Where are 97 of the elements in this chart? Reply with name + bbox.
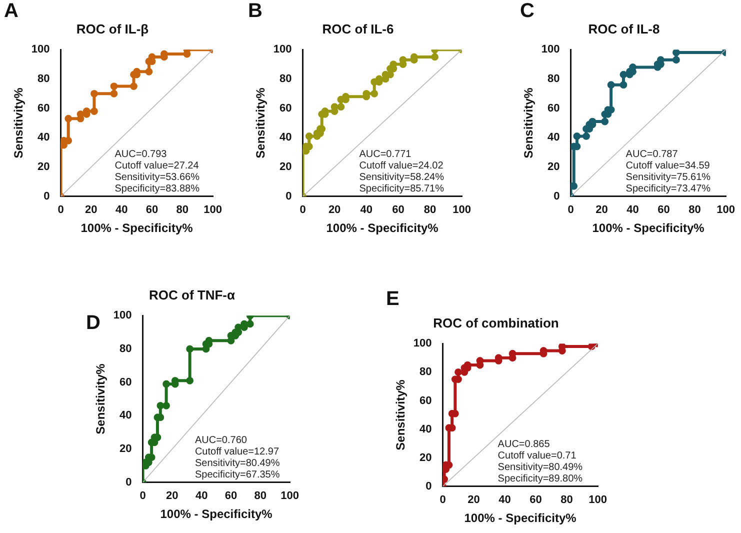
annotation: Specificity=89.80%: [498, 473, 583, 484]
chart-title: ROC of TNF-α: [149, 287, 235, 302]
x-tick-label: 60: [146, 204, 158, 216]
y-tick-label: 20: [548, 161, 560, 174]
y-tick-label: 40: [548, 132, 560, 144]
x-tick-label: 100: [204, 204, 222, 216]
x-tick-label: 40: [626, 204, 639, 216]
x-tick-label: 40: [498, 494, 511, 506]
annotation: Specificity=73.47%: [626, 183, 711, 194]
y-tick-label: 0: [286, 190, 292, 202]
x-tick-label: 20: [596, 204, 608, 216]
chart-title: ROC of IL-β: [76, 21, 149, 36]
y-tick-label: 60: [280, 102, 292, 114]
annotation: AUC=0.865: [498, 438, 550, 450]
annotation: Cutoff value=27.24: [114, 160, 200, 172]
text: A: [4, 0, 18, 23]
x-tick-label: 80: [560, 494, 573, 506]
y-axis-title: Sensitivity%: [522, 87, 536, 158]
x-tick-label: 60: [224, 490, 238, 502]
y-tick-label: 20: [420, 452, 432, 464]
y-tick-label: 80: [38, 72, 50, 85]
x-tick-label: 0: [568, 204, 574, 216]
annotation: Sensitivity=58.24%: [359, 172, 444, 183]
annotation: Cutoff value=12.97: [194, 446, 280, 458]
y-tick-label: 100: [273, 44, 292, 56]
x-tick-label: 60: [658, 204, 670, 216]
x-tick-label: 20: [85, 204, 98, 216]
annotation: Cutoff value=34.59: [626, 160, 710, 172]
y-tick-label: 20: [120, 443, 132, 456]
y-tick-label: 80: [280, 72, 292, 85]
annotation: Cutoff value=24.02: [359, 160, 444, 172]
annotation: Sensitivity=53.66%: [114, 172, 200, 183]
annotation: Specificity=83.88%: [114, 183, 200, 194]
annotation: Sensitivity=80.49%: [498, 462, 583, 473]
y-axis-title: Sensitivity%: [12, 87, 26, 158]
chart-title: ROC of IL-6: [322, 21, 394, 36]
annotation: AUC=0.793: [114, 148, 168, 160]
x-tick-label: 100: [452, 204, 472, 216]
x-tick-label: 100: [588, 494, 608, 506]
y-tick-label: 20: [38, 161, 50, 174]
y-tick-label: 60: [420, 394, 432, 407]
y-tick-label: 100: [113, 310, 132, 322]
x-tick-label: 20: [328, 204, 341, 216]
y-tick-label: 60: [38, 102, 50, 114]
x-axis-title: 100% - Specificity%: [592, 221, 705, 236]
x-tick-label: 0: [140, 490, 146, 502]
text: B: [248, 0, 262, 23]
annotation: Sensitivity=75.61%: [626, 172, 711, 183]
x-axis-title: 100% - Specificity%: [80, 221, 194, 236]
chart-title: ROC of IL-8: [588, 21, 660, 36]
y-tick-label: 60: [548, 102, 560, 114]
annotation: AUC=0.760: [194, 434, 248, 446]
annotation: Specificity=85.71%: [359, 183, 444, 194]
x-tick-label: 80: [688, 204, 701, 216]
annotation: AUC=0.787: [626, 148, 678, 160]
y-axis-title: Sensitivity%: [94, 363, 108, 434]
x-tick-label: 80: [254, 490, 267, 502]
x-tick-label: 80: [176, 204, 189, 216]
annotation: AUC=0.771: [359, 148, 412, 160]
y-tick-label: 0: [426, 480, 432, 492]
x-tick-label: 20: [166, 490, 178, 502]
x-tick-label: 0: [440, 494, 446, 506]
x-tick-label: 60: [530, 494, 542, 506]
y-tick-label: 100: [31, 44, 50, 56]
y-tick-label: 80: [420, 366, 432, 378]
text: E: [386, 288, 400, 311]
x-axis-title: 100% - Specificity%: [160, 507, 273, 522]
y-tick-label: 0: [44, 190, 50, 202]
y-axis-title: Sensitivity%: [394, 379, 408, 450]
y-tick-label: 60: [120, 376, 132, 388]
x-axis-title: 100% - Specificity%: [464, 511, 577, 526]
x-tick-label: 40: [195, 490, 208, 502]
y-tick-label: 80: [120, 342, 132, 355]
x-tick-label: 20: [468, 494, 480, 506]
annotation: Specificity=67.35%: [194, 469, 280, 480]
y-tick-label: 100: [413, 338, 432, 350]
text: C: [520, 0, 534, 23]
x-tick-label: 40: [360, 204, 373, 216]
chart-title: ROC of combination: [433, 315, 559, 330]
x-tick-label: 0: [58, 204, 64, 216]
y-tick-label: 0: [126, 476, 132, 488]
y-tick-label: 20: [280, 161, 292, 174]
y-tick-label: 0: [554, 190, 560, 202]
annotation: Sensitivity=80.49%: [194, 458, 280, 469]
y-axis-title: Sensitivity%: [254, 87, 268, 158]
x-axis-title: 100% - Specificity%: [326, 221, 439, 236]
y-tick-label: 40: [280, 132, 292, 144]
x-tick-label: 0: [300, 204, 306, 216]
y-tick-label: 80: [548, 72, 560, 85]
text: D: [86, 312, 100, 335]
y-tick-label: 40: [420, 423, 432, 436]
annotation: Cutoff value=0.71: [498, 450, 577, 462]
y-tick-label: 100: [541, 44, 560, 56]
x-tick-label: 60: [392, 204, 404, 216]
y-tick-label: 40: [38, 132, 50, 144]
x-tick-label: 100: [716, 204, 736, 216]
y-tick-label: 40: [120, 410, 132, 422]
